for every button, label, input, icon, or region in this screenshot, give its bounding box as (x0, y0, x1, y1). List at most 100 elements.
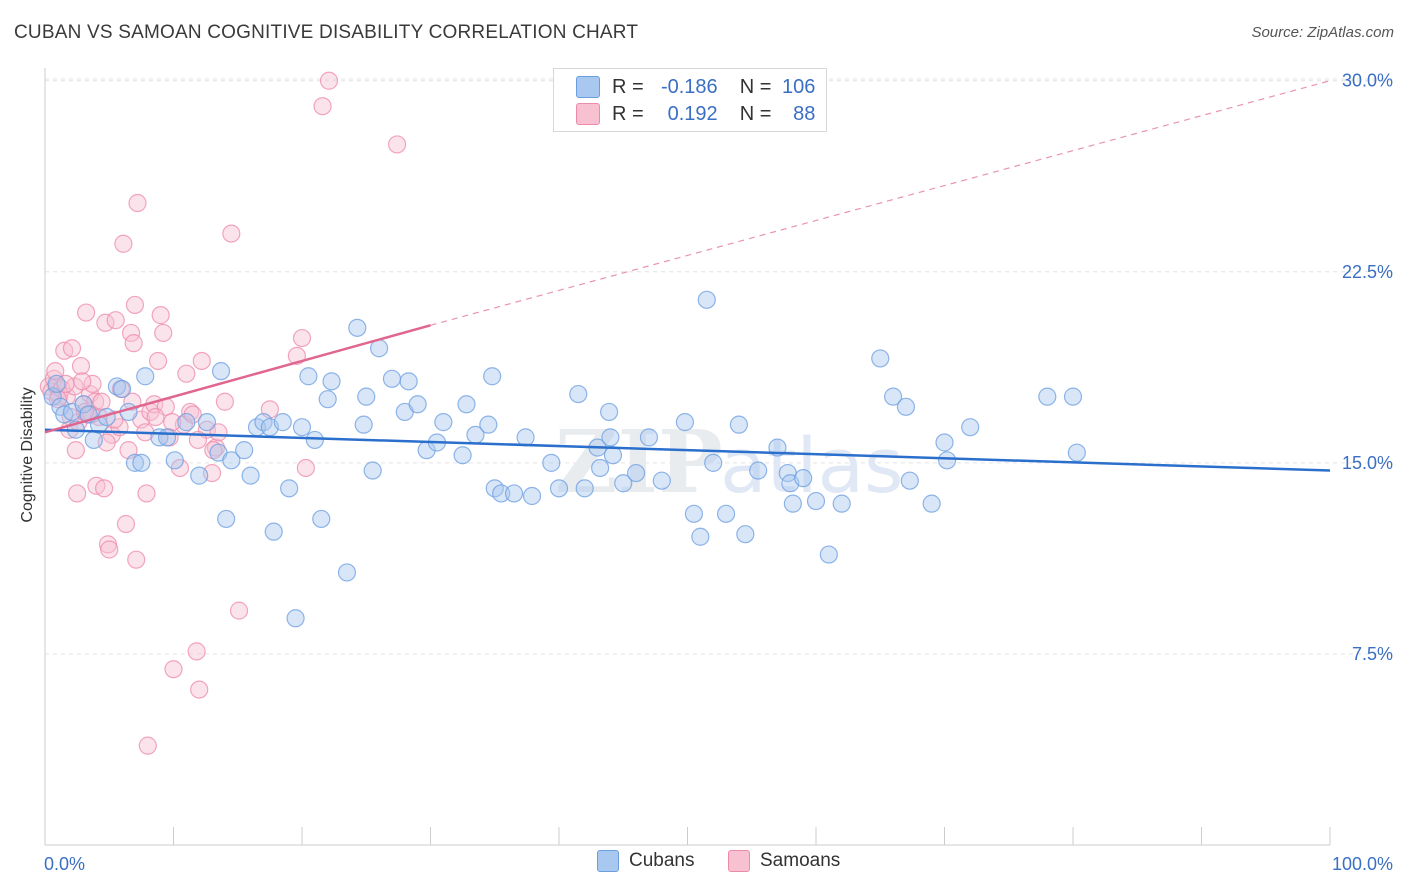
samoan-point (138, 736, 157, 755)
chart-title: CUBAN VS SAMOAN COGNITIVE DISABILITY COR… (14, 22, 639, 43)
cuban-point (286, 609, 305, 628)
cuban-point (935, 433, 954, 452)
samoan-point (192, 351, 211, 371)
samoan-point (177, 364, 196, 383)
cuban-point (504, 484, 524, 503)
samoan-point (73, 372, 92, 391)
y-tick-label: 15.0% (1342, 453, 1393, 473)
cuban-point (522, 486, 542, 506)
cuban-point (165, 451, 184, 470)
samoan-point (215, 392, 234, 411)
source-credit: Source: ZipAtlas.com (1251, 24, 1394, 41)
y-tick-label: 22.5% (1342, 262, 1393, 282)
cuban-point (716, 504, 736, 523)
cuban-point (382, 369, 402, 388)
cuban-point (280, 479, 299, 498)
samoan-point (71, 356, 91, 376)
cuban-point (211, 362, 231, 381)
cuban-point (363, 461, 382, 480)
samoan-point (190, 680, 209, 699)
samoan-point (387, 135, 407, 154)
samoan-point (229, 601, 249, 620)
cuban-point (434, 413, 453, 432)
x-tick-label: 100.0% (1332, 854, 1393, 874)
cuban-point (626, 463, 646, 483)
series-legend: Cubans Samoans (0, 850, 1406, 878)
cuban-point (292, 418, 312, 437)
cuban-point (1063, 387, 1083, 406)
cuban-point (806, 491, 826, 511)
cuban-point (961, 418, 980, 437)
cubans-legend-swatch (597, 850, 619, 872)
cuban-point (299, 367, 318, 386)
cuban-point (264, 522, 283, 541)
cuban-point (322, 372, 341, 391)
cuban-point (107, 377, 127, 396)
cuban-point (479, 415, 498, 434)
samoan-point (222, 224, 241, 243)
cuban-point (704, 453, 723, 472)
samoan-point (206, 438, 226, 457)
cuban-point (684, 504, 704, 523)
cuban-point (691, 527, 710, 546)
samoan-point (148, 351, 168, 371)
samoans-legend-swatch (728, 850, 750, 872)
legend-r-label: R = (612, 102, 644, 125)
cuban-point (794, 469, 813, 488)
samoan-point (146, 407, 165, 427)
legend-label-samoans: Samoans (760, 850, 841, 871)
cuban-point (318, 390, 337, 409)
cuban-point (222, 451, 241, 470)
cuban-point (74, 395, 93, 414)
cuban-point (337, 563, 357, 582)
cuban-point (832, 494, 851, 513)
cuban-point (492, 484, 511, 503)
cubans-trend-line (44, 428, 1331, 472)
cuban-point (112, 379, 132, 399)
samoan-point (164, 660, 183, 679)
samoans-swatch (576, 103, 600, 125)
cuban-point (603, 446, 623, 465)
cuban-point (871, 349, 890, 368)
cuban-point (614, 474, 633, 493)
legend-item-samoans[interactable]: Samoans (728, 850, 840, 872)
samoan-point (68, 484, 87, 503)
samoan-point (114, 234, 133, 253)
cuban-point (408, 395, 427, 414)
samoan-point (187, 642, 206, 661)
cuban-point (591, 458, 610, 478)
legend-n-label: N = (739, 75, 772, 98)
y-tick-label: 30.0% (1342, 71, 1393, 91)
trend-lines (44, 80, 1331, 472)
cuban-point (549, 479, 569, 498)
legend-row-samoans: R = 0.192 N = 88 (576, 102, 815, 126)
cuban-point (47, 374, 66, 393)
cuban-point (177, 413, 196, 432)
cuban-point (305, 430, 324, 450)
x-tick-label: 0.0% (44, 854, 85, 874)
legend-r-value: -0.186 (660, 75, 718, 98)
cuban-point (217, 509, 236, 529)
legend-n-value: 106 (782, 75, 816, 98)
samoan-point (183, 405, 202, 424)
tick-labels: 7.5% 15.0% 22.5% 30.0% 0.0% 100.0% (44, 71, 1393, 874)
samoan-point (100, 540, 119, 559)
samoan-point (137, 484, 156, 503)
cuban-point (900, 471, 919, 490)
cuban-point (483, 367, 502, 386)
cuban-point (601, 428, 620, 447)
legend-r-value: 0.192 (667, 102, 718, 125)
cuban-point (190, 466, 209, 485)
cuban-point (819, 545, 838, 564)
cuban-point (729, 415, 749, 434)
legend-item-cubans[interactable]: Cubans (597, 850, 695, 872)
cuban-point (675, 413, 695, 432)
cuban-point (937, 451, 957, 470)
cuban-point (575, 479, 594, 498)
cuban-point (453, 446, 472, 465)
samoan-point (106, 311, 125, 330)
cuban-point (348, 318, 367, 337)
cuban-point (1038, 387, 1057, 406)
cuban-point (136, 367, 155, 386)
